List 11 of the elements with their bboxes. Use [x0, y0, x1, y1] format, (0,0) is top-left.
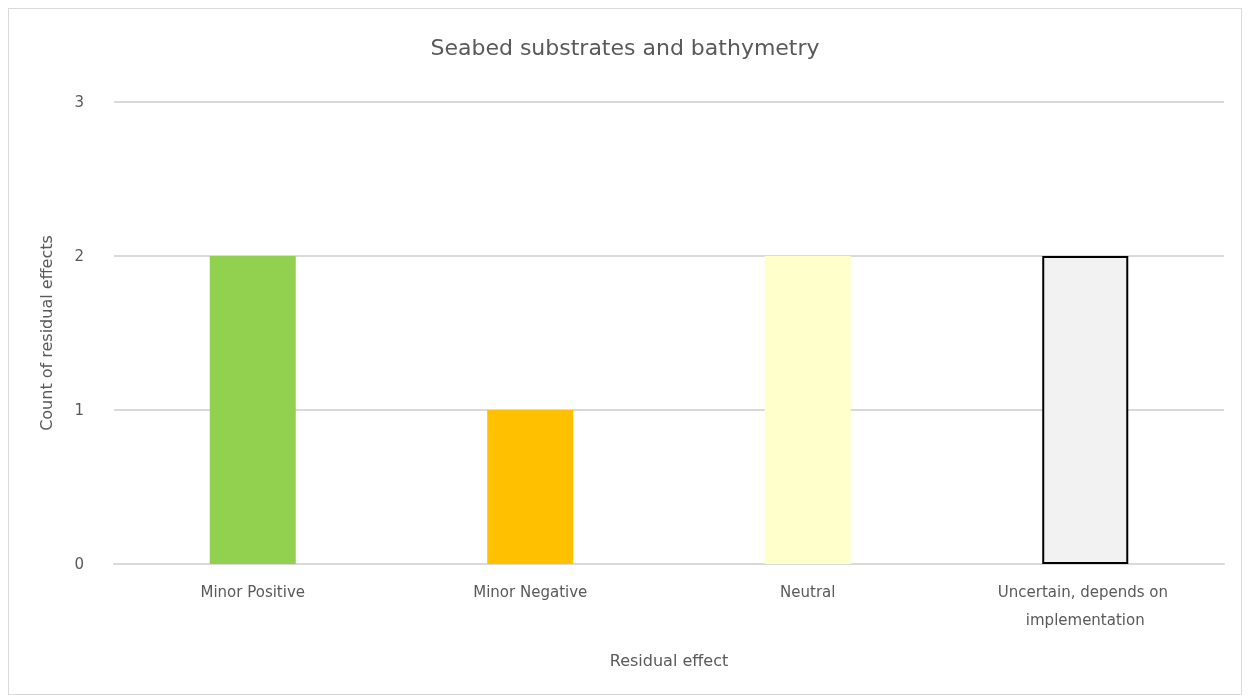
x-tick-label: Neutral [780, 583, 836, 601]
chart-title: Seabed substrates and bathymetry [430, 34, 820, 60]
y-tick-label: 3 [74, 93, 84, 111]
x-axis-title: Residual effect [609, 650, 729, 670]
x-tick-label: Uncertain, depends on implementation [997, 583, 1173, 629]
y-axis-title: Count of residual effects [36, 235, 56, 431]
x-tick-label: Minor Negative [473, 583, 588, 601]
x-tick-label: Minor Positive [200, 583, 306, 601]
y-tick-label: 0 [74, 555, 84, 573]
y-tick-label: 1 [74, 401, 84, 419]
y-tick-label: 2 [74, 247, 84, 265]
